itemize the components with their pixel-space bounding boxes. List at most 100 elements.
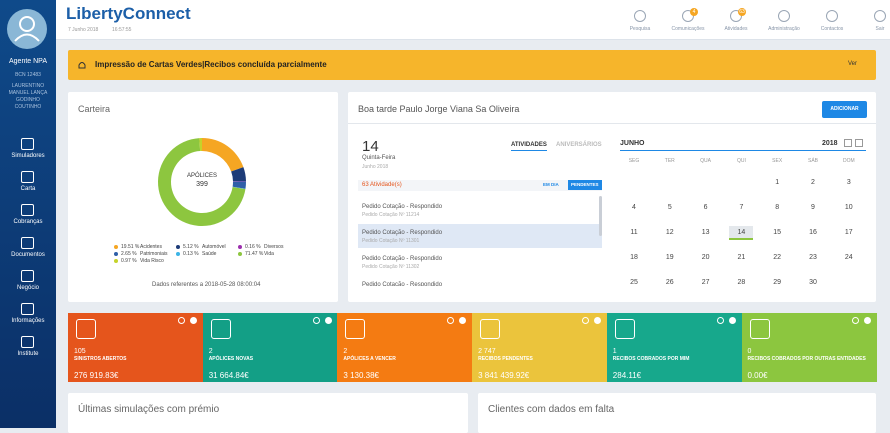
menu-item[interactable]: Sair xyxy=(860,10,890,36)
agent-code: BCN 12483 xyxy=(15,72,41,78)
calendar-day[interactable]: 14 xyxy=(729,226,754,240)
nav-item[interactable]: Carta xyxy=(0,169,56,199)
calendar-day[interactable]: 3 xyxy=(846,179,851,186)
menu-item[interactable]: 4 Comunicações xyxy=(668,8,708,36)
tab[interactable]: ATIVIDADES xyxy=(511,142,547,151)
kpi-tile[interactable]: 2 747 RECIBOS PENDENTES 3 841 439.92€ xyxy=(472,313,608,382)
calendar-day[interactable]: 7 xyxy=(739,204,744,211)
activity-title: Pedido Cotação - Respondido xyxy=(362,256,443,262)
kpi-tile[interactable]: 2 APÓLICES NOVAS 31 664.84€ xyxy=(202,313,338,382)
add-button[interactable]: ADICIONAR xyxy=(822,101,867,118)
calendar-day[interactable]: 13 xyxy=(701,229,710,236)
legend-label: Patrimoniais xyxy=(140,251,168,257)
calendar-day[interactable]: 12 xyxy=(665,229,674,236)
activity-title: Pedido Cotação - Respondido xyxy=(362,204,443,210)
cal-prev[interactable] xyxy=(844,139,852,147)
kpi-label: APÓLICES A VENCER xyxy=(343,356,396,362)
kpi-action[interactable] xyxy=(190,317,197,324)
kpi-amount: 284.11€ xyxy=(612,371,642,380)
calendar-day[interactable]: 8 xyxy=(775,204,780,211)
calendar-day[interactable]: 16 xyxy=(809,229,817,236)
calendar-day[interactable]: 27 xyxy=(701,279,710,286)
kpi-icon xyxy=(210,319,231,339)
weekday: Quinta-Feira xyxy=(362,155,396,161)
weekday: SEX xyxy=(772,158,783,164)
calendar-day[interactable]: 2 xyxy=(811,179,815,186)
calendar-day[interactable]: 30 xyxy=(809,279,817,286)
kpi-value: 2 747 xyxy=(478,348,496,355)
calendar-day[interactable]: 11 xyxy=(630,229,638,236)
calendar-day[interactable]: 9 xyxy=(811,204,815,211)
kpi-action[interactable] xyxy=(716,317,724,324)
calendar-day[interactable]: 28 xyxy=(737,279,746,286)
legend-swatch xyxy=(238,252,242,256)
menu-item[interactable]: Pesquisa xyxy=(620,10,660,36)
menu-item[interactable]: Administração xyxy=(764,10,804,36)
calendar-day[interactable]: 18 xyxy=(630,254,638,261)
nav-item[interactable]: Cobranças xyxy=(0,202,56,232)
kpi-action[interactable] xyxy=(728,317,736,324)
filter[interactable]: EM DIA xyxy=(543,182,559,187)
calendar-day[interactable]: 24 xyxy=(844,254,853,261)
nav-item[interactable]: Negócio xyxy=(0,268,56,298)
legend-label: Vida xyxy=(264,251,274,257)
cal-next[interactable] xyxy=(855,139,863,147)
nav-item[interactable]: Informações xyxy=(0,301,56,331)
calendar-day[interactable]: 22 xyxy=(773,254,782,261)
kpi-value: 2 xyxy=(343,348,348,355)
legend-value: 0.97 % xyxy=(121,258,137,264)
calendar-day[interactable]: 5 xyxy=(667,204,672,211)
calendar-day[interactable]: 10 xyxy=(844,204,853,211)
kpi-action[interactable] xyxy=(178,317,185,324)
legend-swatch xyxy=(176,245,180,249)
nav-label: Informações xyxy=(11,318,45,324)
calendar-day[interactable]: 17 xyxy=(844,229,853,236)
calendar-day[interactable]: 21 xyxy=(737,254,746,261)
kpi-tile[interactable]: 105 SINISTROS ABERTOS 276 919.83€ xyxy=(68,313,203,382)
calendar-day[interactable]: 6 xyxy=(703,204,708,211)
donut-segment xyxy=(199,138,202,152)
nav-item[interactable]: Simuladores xyxy=(0,136,56,166)
calendar-day[interactable]: 19 xyxy=(665,254,674,261)
banner-link[interactable]: Ver xyxy=(848,61,858,67)
menu-icon xyxy=(874,10,886,22)
calendar-day[interactable]: 29 xyxy=(773,279,782,286)
calendar-day[interactable]: 26 xyxy=(665,279,674,286)
kpi-action[interactable] xyxy=(582,317,590,324)
kpi-action[interactable] xyxy=(459,317,467,324)
kpi-tile[interactable]: 2 APÓLICES A VENCER 3 130.38€ xyxy=(337,313,473,382)
kpi-amount: 3 841 439.92€ xyxy=(478,371,530,380)
calendar-day[interactable]: 25 xyxy=(630,279,638,286)
donut-segment xyxy=(202,138,244,172)
kpi-tile[interactable]: 0 RECIBOS COBRADOS POR OUTRAS ENTIDADES 0.… xyxy=(741,313,877,382)
kpi-tile[interactable]: 1 RECIBOS COBRADOS POR MIM 284.11€ xyxy=(606,313,742,382)
weekday: SEG xyxy=(628,158,640,164)
menu-icon xyxy=(634,10,646,22)
nav-icon xyxy=(21,270,34,282)
calendar-day[interactable]: 23 xyxy=(809,254,817,261)
kpi-icon xyxy=(614,319,635,339)
nav-item[interactable]: Documentos xyxy=(0,235,56,265)
calendar-day[interactable]: 20 xyxy=(701,254,710,261)
menu-item[interactable]: Contactos xyxy=(812,10,852,36)
nav-item[interactable]: Institute xyxy=(0,334,56,364)
menu-item[interactable]: 63 Atividades xyxy=(716,8,756,36)
kpi-action[interactable] xyxy=(324,317,332,324)
kpi-action[interactable] xyxy=(863,317,871,324)
calendar-day[interactable]: 4 xyxy=(632,204,636,211)
tab[interactable]: ANIVERSÁRIOS xyxy=(556,142,602,148)
calendar-day[interactable]: 15 xyxy=(773,229,782,236)
badge: 4 xyxy=(690,8,698,16)
kpi-action[interactable] xyxy=(594,317,602,324)
weekday: SÁB xyxy=(807,158,818,164)
logo[interactable]: LibertyConnect xyxy=(66,4,191,23)
kpi-action[interactable] xyxy=(851,317,859,324)
calendar-day[interactable]: 1 xyxy=(775,179,780,186)
kpi-action[interactable] xyxy=(447,317,455,324)
filter[interactable]: PENDENTES xyxy=(568,180,602,190)
kpi-action[interactable] xyxy=(312,317,320,324)
